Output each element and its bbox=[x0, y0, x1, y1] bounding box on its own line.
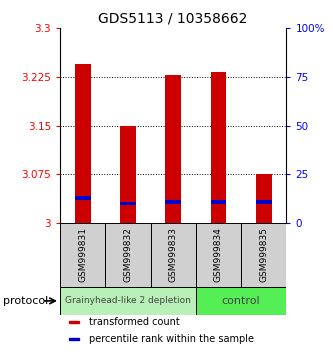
Bar bbox=[165, 200, 181, 204]
Bar bbox=[69, 321, 79, 323]
Text: control: control bbox=[222, 296, 260, 306]
Text: GSM999831: GSM999831 bbox=[78, 227, 87, 282]
Bar bbox=[196, 287, 286, 315]
Bar bbox=[120, 201, 136, 205]
Bar bbox=[165, 75, 181, 223]
Title: GDS5113 / 10358662: GDS5113 / 10358662 bbox=[99, 12, 248, 26]
Bar bbox=[75, 64, 91, 223]
Text: GSM999835: GSM999835 bbox=[259, 227, 268, 282]
Bar bbox=[105, 223, 151, 287]
Bar bbox=[60, 287, 196, 315]
Text: transformed count: transformed count bbox=[89, 317, 180, 327]
Bar bbox=[196, 223, 241, 287]
Bar bbox=[120, 126, 136, 223]
Text: protocol: protocol bbox=[3, 296, 49, 306]
Bar bbox=[151, 223, 196, 287]
Text: GSM999833: GSM999833 bbox=[168, 227, 178, 282]
Bar bbox=[75, 196, 91, 200]
Bar bbox=[241, 223, 286, 287]
Bar bbox=[210, 73, 226, 223]
Bar bbox=[256, 200, 272, 204]
Text: GSM999834: GSM999834 bbox=[214, 227, 223, 282]
Text: GSM999832: GSM999832 bbox=[123, 227, 133, 282]
Bar bbox=[210, 200, 226, 204]
Text: Grainyhead-like 2 depletion: Grainyhead-like 2 depletion bbox=[65, 296, 191, 306]
Bar bbox=[60, 223, 105, 287]
Text: percentile rank within the sample: percentile rank within the sample bbox=[89, 333, 254, 344]
Bar bbox=[69, 337, 79, 340]
Bar bbox=[256, 174, 272, 223]
